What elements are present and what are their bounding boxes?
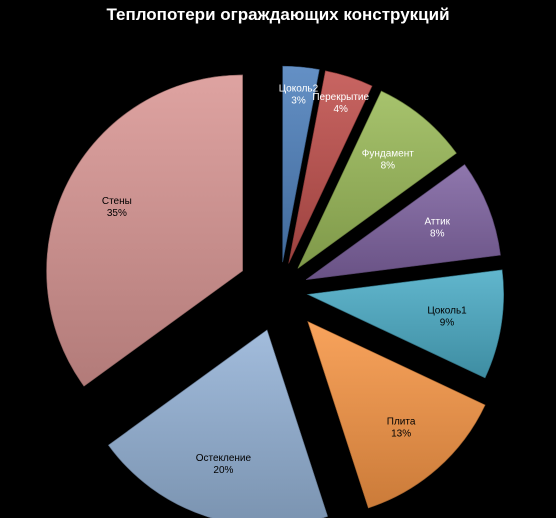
slice-label: Фундамент 8% [362,149,414,172]
slice-category-label: Перекрытие [312,92,369,103]
pie-slice [306,269,504,379]
slice-label: Остекление 20% [196,453,252,476]
pie-slice [282,65,320,263]
slice-label: Цоколь1 9% [427,305,467,328]
pie-slice [307,320,486,509]
pie-slices [46,65,504,518]
slice-value-label: 13% [391,428,411,439]
slice-label: Перекрытие 4% [312,92,369,115]
slice-category-label: Остекление [196,453,252,464]
slice-label: Плита 13% [387,416,416,439]
slice-category-label: Цоколь2 [279,83,319,94]
slice-category-label: Аттик [424,217,450,228]
slice-value-label: 35% [107,208,127,219]
pie-slice [108,329,328,518]
slice-category-label: Стены [102,196,132,207]
pie-slice [46,74,243,387]
slice-value-label: 8% [381,161,396,172]
slice-value-label: 20% [213,465,233,476]
slice-category-label: Плита [387,416,416,427]
slice-value-label: 3% [291,95,306,106]
slice-labels: Цоколь2 3% Перекрытие 4%Фундамент 8%Аттик 8%Ц… [102,83,467,476]
pie-slice [297,90,457,269]
slice-category-label: Цоколь1 [427,305,467,316]
slice-category-label: Фундамент [362,149,414,160]
slice-label: Аттик 8% [424,217,450,240]
slice-label: Цоколь2 3% [279,83,319,106]
slice-value-label: 8% [430,229,445,240]
chart-title: Теплопотери ограждающих конструкций [106,5,449,24]
slice-label: Стены 35% [102,196,132,219]
pie-slice [288,70,373,264]
slice-value-label: 9% [440,317,455,328]
pie-slice [305,164,501,280]
slice-value-label: 4% [334,104,349,115]
